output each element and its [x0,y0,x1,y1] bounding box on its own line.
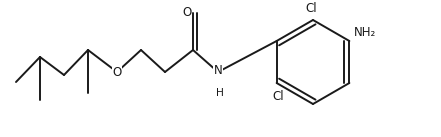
Text: NH₂: NH₂ [354,26,377,39]
Text: O: O [183,6,192,19]
Text: H: H [216,88,224,98]
Text: N: N [213,65,222,78]
Text: Cl: Cl [305,2,317,15]
Text: Cl: Cl [273,89,284,102]
Text: O: O [112,65,122,79]
